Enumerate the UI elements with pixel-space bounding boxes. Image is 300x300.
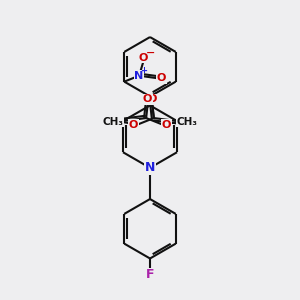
Text: O: O	[139, 53, 148, 63]
Text: O: O	[157, 73, 166, 83]
Text: CH₃: CH₃	[102, 117, 123, 127]
Text: O: O	[129, 120, 138, 130]
Text: N: N	[134, 71, 144, 81]
Text: N: N	[145, 161, 155, 174]
Text: O: O	[162, 120, 171, 130]
Text: O: O	[143, 94, 152, 104]
Text: −: −	[146, 47, 155, 58]
Text: +: +	[140, 66, 147, 75]
Text: F: F	[146, 268, 154, 281]
Text: O: O	[148, 94, 157, 104]
Text: CH₃: CH₃	[177, 117, 198, 127]
